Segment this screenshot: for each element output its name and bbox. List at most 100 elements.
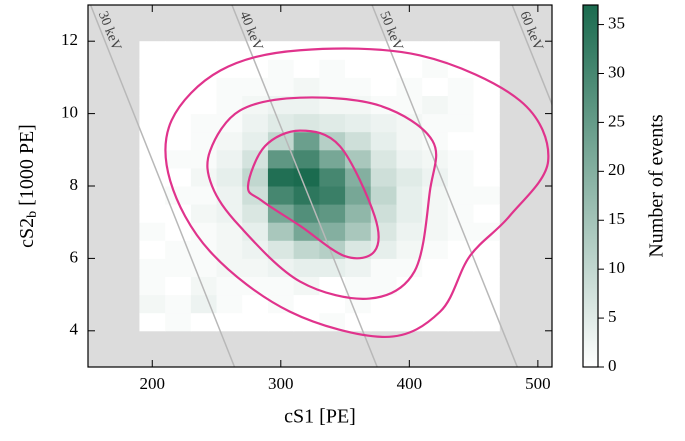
heatmap-cell bbox=[319, 258, 346, 277]
heatmap-cell bbox=[139, 131, 166, 151]
heatmap-cell bbox=[216, 149, 243, 169]
heatmap-cell bbox=[242, 149, 269, 169]
heatmap-cell bbox=[242, 276, 269, 296]
heatmap-cell bbox=[216, 258, 243, 277]
heatmap-cell bbox=[242, 240, 269, 259]
heatmap-cell bbox=[370, 204, 397, 223]
y-axis-label: cS2b [1000 PE] bbox=[16, 124, 41, 248]
heatmap-cell bbox=[345, 131, 372, 151]
heatmap-cell bbox=[473, 186, 500, 205]
heatmap-cell bbox=[267, 276, 295, 296]
heatmap-cell bbox=[345, 204, 372, 223]
x-tick-label: 200 bbox=[140, 374, 166, 393]
colorbar-tick-label: 35 bbox=[608, 13, 625, 32]
heatmap-cell bbox=[370, 294, 397, 314]
heatmap-cell bbox=[370, 312, 397, 332]
heatmap-cell bbox=[345, 95, 372, 115]
heatmap-cell bbox=[345, 113, 372, 133]
heatmap-cell bbox=[242, 222, 269, 241]
heatmap-cell bbox=[345, 77, 372, 96]
heatmap-cell bbox=[370, 276, 397, 296]
heatmap-cell bbox=[447, 77, 475, 96]
heatmap-cell bbox=[190, 95, 218, 115]
heatmap-cell bbox=[370, 222, 397, 241]
colorbar-tick-label: 0 bbox=[608, 356, 617, 375]
heatmap-cell bbox=[396, 131, 423, 151]
y-tick-label: 8 bbox=[70, 175, 79, 194]
heatmap-cell bbox=[293, 240, 320, 259]
energy-line bbox=[89, 5, 236, 367]
heatmap-cell bbox=[345, 222, 372, 241]
heatmap-cell bbox=[190, 204, 218, 223]
heatmap-cell bbox=[422, 113, 449, 133]
heatmap-cell bbox=[345, 312, 372, 332]
heatmap-cell bbox=[319, 149, 346, 169]
heatmap-cell bbox=[345, 240, 372, 259]
heatmap-cell bbox=[139, 77, 166, 96]
heatmap-cell bbox=[319, 95, 346, 115]
heatmap-cell bbox=[447, 41, 475, 60]
heatmap-cell bbox=[216, 167, 243, 187]
heatmap-cell bbox=[447, 312, 475, 332]
heatmap-cell bbox=[396, 149, 423, 169]
heatmap-cell bbox=[319, 167, 346, 187]
heatmap-cell bbox=[422, 41, 449, 60]
colorbar-tick-label: 30 bbox=[608, 62, 625, 81]
y-tick-label: 10 bbox=[61, 103, 78, 122]
heatmap-cell bbox=[139, 258, 166, 277]
heatmap-cell bbox=[216, 222, 243, 241]
heatmap-cell bbox=[473, 113, 500, 133]
heatmap-cell bbox=[267, 240, 295, 259]
heatmap-cell bbox=[139, 41, 166, 60]
heatmap-cell bbox=[267, 167, 295, 187]
heatmap-cell bbox=[216, 77, 243, 96]
heatmap-cell bbox=[293, 131, 320, 151]
heatmap-cell bbox=[216, 186, 243, 205]
x-tick-label: 400 bbox=[397, 374, 423, 393]
heatmap-cell bbox=[216, 95, 243, 115]
heatmap-cell bbox=[267, 59, 295, 78]
heatmap-cell bbox=[396, 167, 423, 187]
heatmap-cell bbox=[139, 294, 166, 314]
heatmap-cell bbox=[473, 222, 500, 241]
heatmap-cell bbox=[396, 95, 423, 115]
heatmap-cell bbox=[139, 59, 166, 78]
energy-line bbox=[511, 5, 552, 107]
heatmap-cell bbox=[473, 59, 500, 78]
heatmap-cell bbox=[216, 41, 243, 60]
heatmap-cell bbox=[242, 113, 269, 133]
y-tick-label: 12 bbox=[61, 30, 78, 49]
heatmap-cell bbox=[293, 113, 320, 133]
heatmap-cell bbox=[422, 312, 449, 332]
heatmap-cell bbox=[396, 77, 423, 96]
heatmap-cell bbox=[396, 204, 423, 223]
heatmap-cell bbox=[345, 276, 372, 296]
heatmap-cell bbox=[396, 240, 423, 259]
heatmap-cell bbox=[447, 186, 475, 205]
heatmap-cell bbox=[242, 258, 269, 277]
heatmap-cell bbox=[267, 312, 295, 332]
heatmap-cell bbox=[319, 294, 346, 314]
heatmap-cell bbox=[319, 113, 346, 133]
heatmap-cell bbox=[319, 204, 346, 223]
heatmap-cell bbox=[473, 149, 500, 169]
heatmap-cell bbox=[396, 258, 423, 277]
heatmap-cell bbox=[370, 77, 397, 96]
heatmap-cell bbox=[139, 204, 166, 223]
y-label-rest: [1000 PE] bbox=[16, 124, 38, 206]
heatmap-cell bbox=[293, 95, 320, 115]
heatmap-cell bbox=[267, 149, 295, 169]
heatmap-cell bbox=[165, 186, 192, 205]
heatmap-cell bbox=[242, 312, 269, 332]
heatmap-cell bbox=[396, 294, 423, 314]
heatmap-cell bbox=[242, 59, 269, 78]
heatmap-cell bbox=[165, 77, 192, 96]
heatmap-cell bbox=[422, 59, 449, 78]
heatmap-cell bbox=[447, 222, 475, 241]
heatmap-cell bbox=[165, 276, 192, 296]
heatmap-cell bbox=[396, 222, 423, 241]
heatmap-cell bbox=[165, 294, 192, 314]
heatmap-cell bbox=[422, 294, 449, 314]
heatmap-cell bbox=[139, 113, 166, 133]
heatmap-cell bbox=[267, 41, 295, 60]
